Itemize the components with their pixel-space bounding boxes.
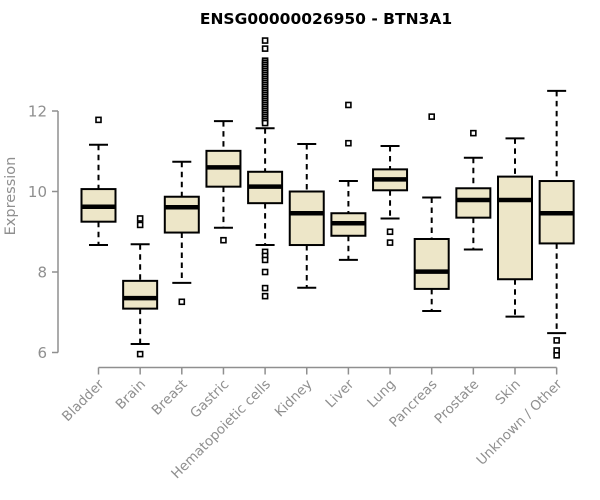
- outlier-point: [136, 221, 144, 229]
- x-category-label: Skin: [492, 377, 524, 409]
- x-category-label: Liver: [322, 376, 357, 411]
- outlier-point: [178, 298, 186, 306]
- outlier-point: [261, 284, 269, 292]
- chart-title: ENSG00000026950 - BTN3A1: [200, 10, 452, 28]
- x-category-label: Lung: [364, 377, 399, 412]
- x-category-label: Kidney: [272, 377, 316, 421]
- outlier-point: [261, 268, 269, 276]
- y-tick-label: 6: [37, 344, 47, 362]
- outlier-point: [261, 256, 269, 264]
- outlier-point: [261, 292, 269, 300]
- outlier-point: [261, 37, 269, 44]
- outlier-point: [136, 215, 144, 222]
- iqr-box: [497, 175, 533, 281]
- outlier-point: [345, 101, 352, 109]
- y-tick-label: 8: [37, 264, 47, 282]
- iqr-box: [413, 237, 450, 290]
- outlier-point: [553, 352, 560, 359]
- x-category-label: Breast: [149, 377, 191, 419]
- y-tick-label: 10: [28, 183, 47, 201]
- outlier-point: [386, 228, 394, 236]
- x-category-label: Prostate: [432, 377, 483, 428]
- outlier-point: [220, 236, 227, 244]
- outlier-point: [428, 113, 436, 120]
- y-tick-label: 12: [28, 103, 47, 121]
- outlier-point: [553, 337, 560, 344]
- boxes-layer: [80, 37, 575, 359]
- iqr-box: [122, 279, 159, 310]
- iqr-box: [288, 190, 325, 247]
- outlier-point: [345, 139, 352, 147]
- outlier-point: [95, 116, 102, 124]
- iqr-box: [163, 195, 200, 234]
- iqr-box: [455, 187, 492, 219]
- outlier-point: [470, 129, 477, 137]
- outlier-point: [386, 239, 394, 246]
- x-category-label: Bladder: [59, 376, 108, 425]
- y-axis-title: Expression: [3, 157, 19, 236]
- outlier-point: [136, 350, 144, 358]
- x-category-label: Brain: [113, 377, 149, 413]
- outlier-point: [261, 119, 269, 127]
- outlier-point: [261, 45, 269, 52]
